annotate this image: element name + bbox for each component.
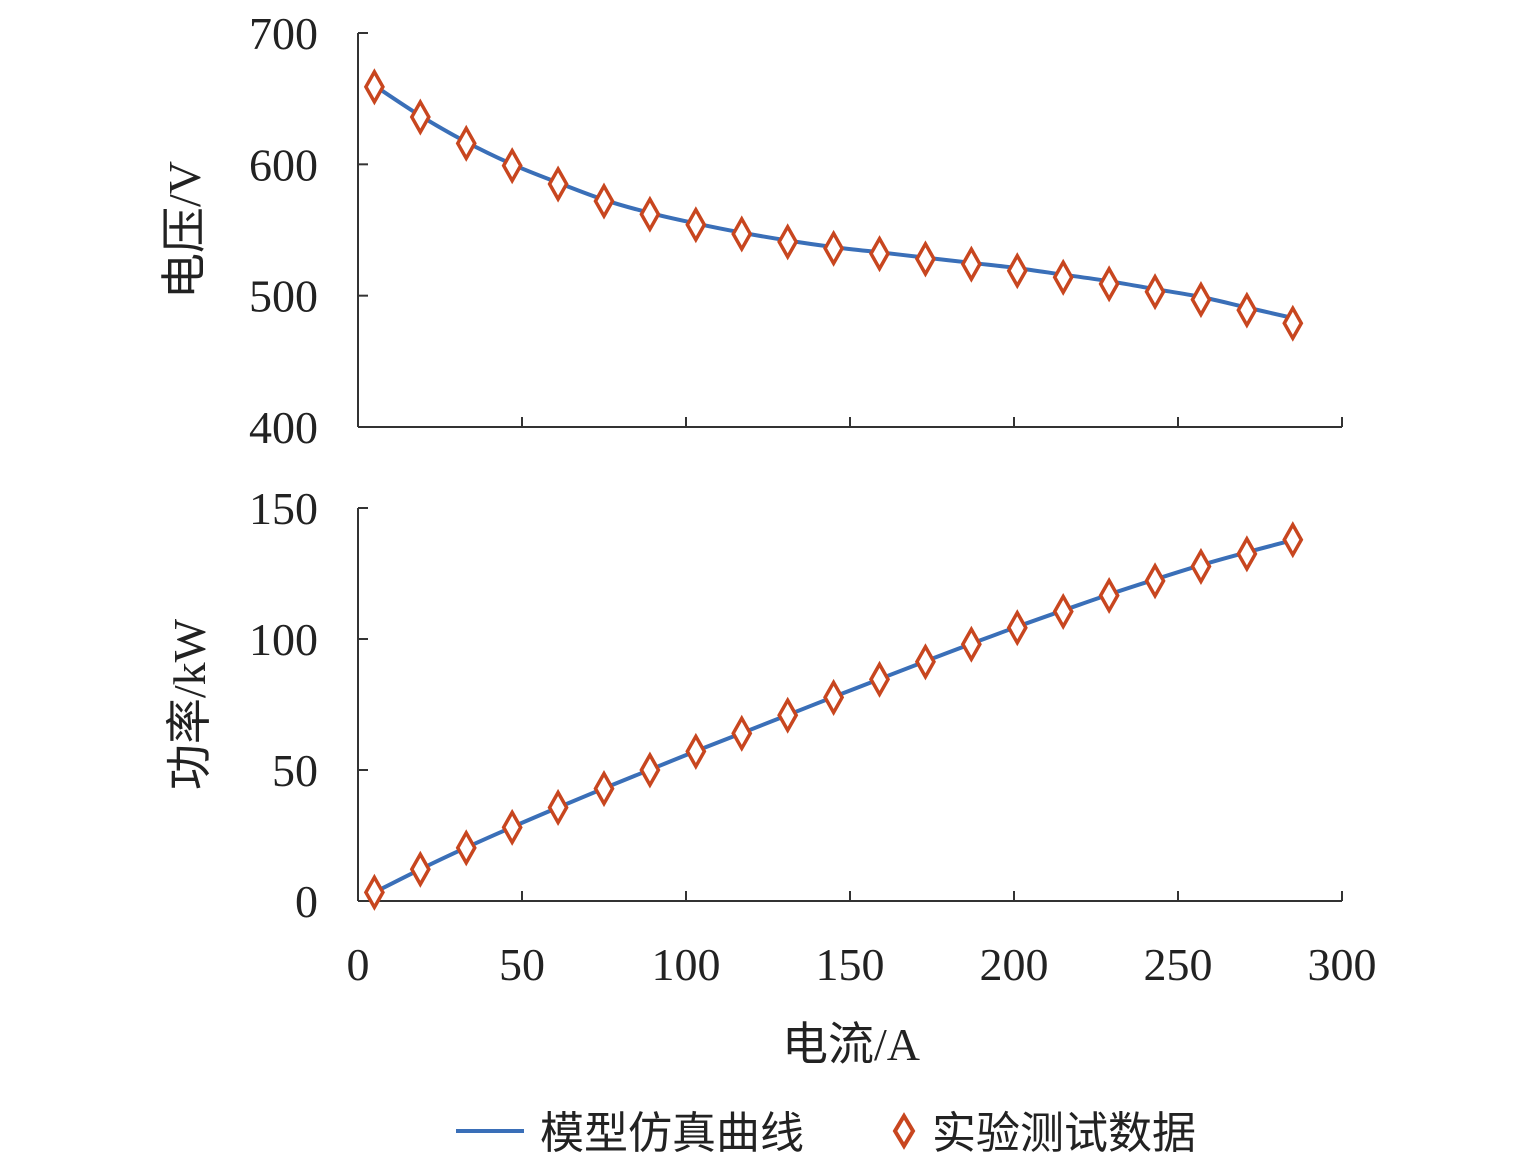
legend-line-label: 模型仿真曲线 xyxy=(540,1109,804,1158)
voltage-test-data-point xyxy=(1098,265,1120,303)
power-test-data-point xyxy=(501,808,523,846)
x-tick-label: 0 xyxy=(347,939,370,990)
voltage-y-tick-label: 500 xyxy=(249,271,318,322)
power-test-data-point xyxy=(1144,562,1166,600)
voltage-test-data-point xyxy=(1006,252,1028,290)
voltage-test-data-point xyxy=(593,182,615,220)
power-test-data-point xyxy=(1006,609,1028,647)
power-test-data-point xyxy=(593,770,615,808)
power-y-tick-label: 150 xyxy=(249,483,318,534)
voltage-test-data-point xyxy=(363,68,385,106)
voltage-test-data-point xyxy=(1052,258,1074,296)
legend-marker-swatch xyxy=(892,1112,916,1150)
voltage-test-data-point xyxy=(547,165,569,203)
power-test-data-point xyxy=(363,873,385,911)
power-test-data-point xyxy=(455,829,477,867)
x-tick-label: 50 xyxy=(499,939,545,990)
power-test-data-point xyxy=(914,643,936,681)
power-test-data-point xyxy=(409,850,431,888)
power-y-axis-label: 功率/kW xyxy=(164,618,215,790)
legend: 模型仿真曲线 实验测试数据 xyxy=(456,1109,1196,1158)
voltage-test-data-point xyxy=(1236,291,1258,329)
x-tick-label: 200 xyxy=(980,939,1049,990)
voltage-panel: 400 500 600 700 电压/V xyxy=(159,8,1343,453)
power-y-tick-label: 100 xyxy=(249,614,318,665)
power-test-data-point xyxy=(823,678,845,716)
voltage-y-tick-label: 600 xyxy=(249,139,318,190)
voltage-test-data-point xyxy=(1190,281,1212,319)
voltage-test-data-point xyxy=(731,215,753,253)
power-test-data-point xyxy=(547,788,569,827)
x-axis-label: 电流/A xyxy=(782,1019,920,1070)
power-test-data-point xyxy=(731,714,753,752)
power-test-data-point xyxy=(960,625,982,663)
voltage-y-tick-label: 700 xyxy=(249,8,318,59)
voltage-test-data-point xyxy=(501,147,523,185)
power-test-data-point xyxy=(1098,576,1120,615)
voltage-test-data-point xyxy=(455,124,477,162)
voltage-test-data-point xyxy=(960,245,982,283)
voltage-test-data-point xyxy=(914,240,936,278)
voltage-test-data-point xyxy=(685,206,707,244)
voltage-y-tick-label: 400 xyxy=(249,402,318,453)
voltage-test-data-point xyxy=(1282,304,1304,342)
voltage-y-axis-label: 电压/V xyxy=(159,161,210,299)
power-test-data-point xyxy=(685,732,707,770)
voltage-test-data-point xyxy=(823,229,845,267)
voltage-test-data-point xyxy=(1144,273,1166,311)
voltage-test-data-point xyxy=(409,98,431,136)
power-test-data-point xyxy=(1282,521,1304,559)
x-tick-label: 100 xyxy=(652,939,721,990)
power-y-tick-label: 0 xyxy=(295,876,318,927)
power-test-data-point xyxy=(777,696,799,734)
voltage-test-data-point xyxy=(639,195,661,233)
power-y-tick-label: 50 xyxy=(272,745,318,796)
legend-marker-label: 实验测试数据 xyxy=(932,1109,1196,1158)
voltage-test-data-point xyxy=(777,223,799,261)
power-panel: 0 50 100 150 0 50 100 150 200 250 300 功率/kW xyxy=(164,483,1377,990)
power-test-data-point xyxy=(1190,547,1212,585)
x-tick-label: 250 xyxy=(1144,939,1213,990)
power-test-data-point xyxy=(639,751,661,789)
x-tick-label: 300 xyxy=(1308,939,1377,990)
x-tick-label: 150 xyxy=(816,939,885,990)
power-test-data-point xyxy=(1052,592,1074,631)
voltage-test-data-point xyxy=(869,235,891,273)
power-test-data-point xyxy=(869,660,891,698)
power-test-data-point xyxy=(1236,535,1258,573)
